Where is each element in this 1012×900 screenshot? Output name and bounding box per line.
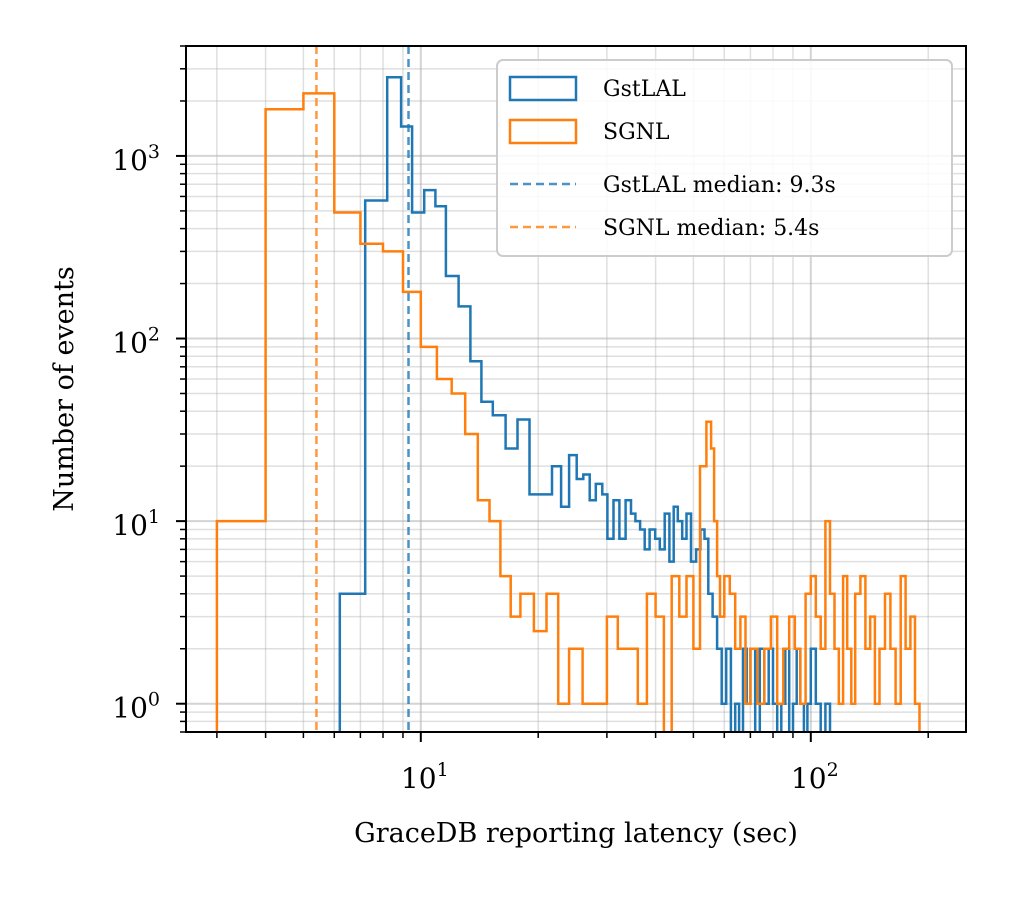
legend-label-gstlal: GstLAL	[603, 77, 686, 102]
axis-ticks	[176, 45, 929, 742]
median-lines	[315, 46, 410, 732]
y-tick-label: 103	[112, 141, 160, 177]
legend-swatch-sgnl	[508, 118, 578, 145]
legend-box	[496, 59, 953, 257]
legend-label-sgnl-median: SGNL median: 5.4s	[603, 216, 819, 241]
plot-frame	[185, 45, 967, 733]
tick-labels: 101 102 100 101 102 103	[112, 141, 838, 795]
histogram-gstlal	[338, 75, 832, 732]
legend: GstLAL SGNL GstLAL median: 9.3s SGNL med…	[496, 59, 953, 257]
y-tick-label: 100	[112, 689, 160, 725]
y-tick-label: 101	[112, 506, 160, 542]
x-tick-label: 101	[401, 759, 449, 795]
legend-label-sgnl: SGNL	[603, 120, 670, 145]
histogram-series	[215, 75, 921, 732]
legend-swatch-gstlal	[508, 75, 578, 102]
x-tick-label: 102	[791, 759, 839, 795]
legend-label-gstlal-median: GstLAL median: 9.3s	[603, 173, 836, 198]
y-axis-label: Number of events	[49, 266, 80, 512]
histogram-sgnl	[215, 92, 921, 732]
x-axis-label: GraceDB reporting latency (sec)	[354, 818, 798, 849]
y-tick-label: 102	[112, 324, 160, 360]
